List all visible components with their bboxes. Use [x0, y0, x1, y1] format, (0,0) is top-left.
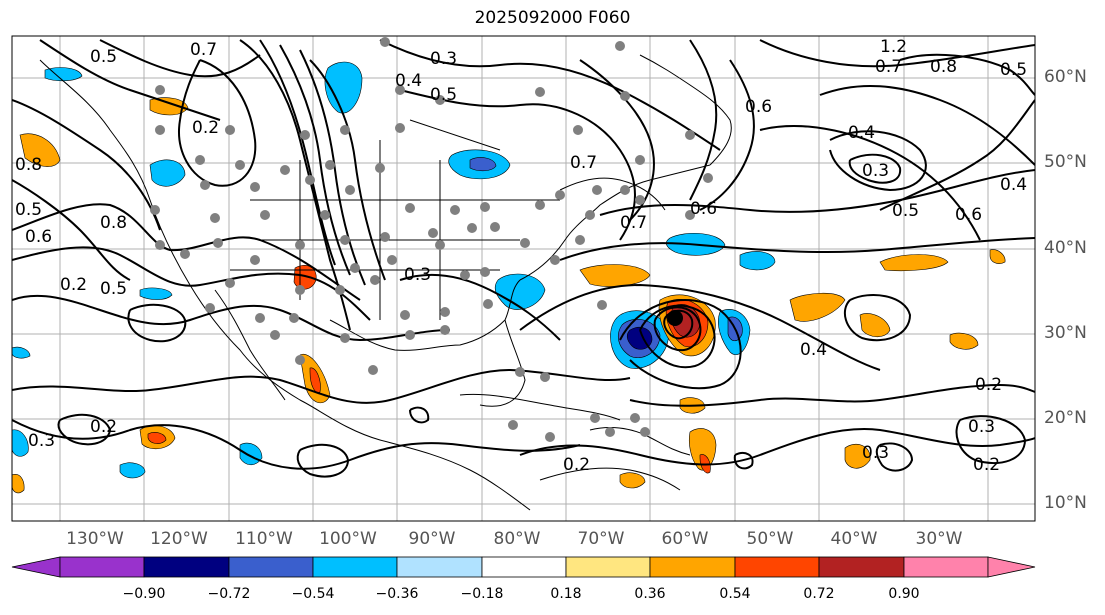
lon-label: 60°W	[661, 529, 709, 549]
colorbar-tick: −0.54	[291, 586, 335, 602]
contour-label: 0.5	[100, 279, 127, 299]
contour-label: 0.4	[848, 123, 875, 143]
map-frame	[11, 35, 1036, 522]
contour-label: 0.5	[892, 201, 919, 221]
contour-label: 0.4	[800, 340, 827, 360]
map-title: 2025092000 F060	[474, 8, 631, 28]
contour-lines	[12, 39, 1035, 478]
contour-label: 0.3	[862, 161, 889, 181]
contour-label: 0.3	[968, 417, 995, 437]
lon-label: 100°W	[319, 529, 377, 549]
contour-label-group: 0.7 0.5 0.3 0.4 0.5 0.2 0.7 0.6 0.7 0.8 …	[15, 37, 1027, 475]
lat-label: 50°N	[1044, 152, 1087, 172]
contour-label: 0.5	[90, 47, 117, 67]
contour-label: 0.8	[930, 57, 957, 77]
lon-label: 90°W	[408, 529, 456, 549]
lon-label: 130°W	[66, 529, 124, 549]
contour-label: 0.7	[875, 57, 902, 77]
contour-label: 0.2	[975, 375, 1002, 395]
contour-label: 0.6	[955, 205, 982, 225]
colorbar-tick: −0.18	[460, 586, 504, 602]
lat-label: 10°N	[1044, 493, 1087, 513]
colorbar-tick: 0.54	[719, 586, 751, 602]
lat-label: 20°N	[1044, 408, 1087, 428]
contour-label: 0.6	[745, 97, 772, 117]
lon-label: 30°W	[915, 529, 963, 549]
colorbar	[11, 556, 1036, 578]
lon-label: 70°W	[577, 529, 625, 549]
map-gridlines	[12, 36, 1035, 521]
contour-label: 0.2	[973, 455, 1000, 475]
contour-label: 0.3	[404, 265, 431, 285]
lon-label: 80°W	[493, 529, 541, 549]
colorbar-tick: 0.36	[634, 586, 666, 602]
contour-label: 0.3	[430, 49, 457, 69]
contour-label: 0.7	[190, 40, 217, 60]
colorbar-tick: −0.90	[122, 586, 166, 602]
colorbar-tick: 0.90	[888, 586, 920, 602]
colorbar-low-extension	[11, 556, 61, 578]
contour-label: 0.5	[1000, 60, 1027, 80]
lon-label: 110°W	[235, 529, 293, 549]
contour-label: 0.7	[620, 213, 647, 233]
contour-label: 0.4	[395, 71, 422, 91]
contour-label: 0.8	[100, 213, 127, 233]
contour-label: 1.2	[880, 37, 907, 57]
contour-label: 0.8	[15, 155, 42, 175]
contour-label: 0.5	[430, 85, 457, 105]
contour-label: 0.4	[1000, 175, 1027, 195]
contour-label: 0.7	[570, 153, 597, 173]
contour-label: 0.3	[862, 443, 889, 463]
colorbar-tick: −0.72	[207, 586, 251, 602]
colorbar-tick: 0.72	[803, 586, 835, 602]
contour-label: 0.6	[690, 199, 717, 219]
contour-label: 0.2	[192, 118, 219, 138]
lon-label: 120°W	[150, 529, 208, 549]
contour-label: 0.2	[563, 455, 590, 475]
station-markers	[150, 37, 713, 442]
contour-label: 0.2	[90, 417, 117, 437]
shaded-anomaly-field	[12, 61, 1006, 494]
contour-label: 0.3	[28, 431, 55, 451]
contour-label: 0.5	[15, 200, 42, 220]
lat-label: 60°N	[1044, 67, 1087, 87]
lat-label: 40°N	[1044, 238, 1087, 258]
hurricane-center-marker	[667, 310, 683, 326]
contour-label: 0.2	[60, 275, 87, 295]
lat-label: 30°N	[1044, 323, 1087, 343]
lon-label: 40°W	[830, 529, 878, 549]
colorbar-tick: −0.36	[375, 586, 419, 602]
colorbar-tick: 0.18	[550, 586, 582, 602]
lon-label: 50°W	[746, 529, 794, 549]
colorbar-high-extension	[987, 556, 1036, 578]
contour-label: 0.6	[25, 227, 52, 247]
